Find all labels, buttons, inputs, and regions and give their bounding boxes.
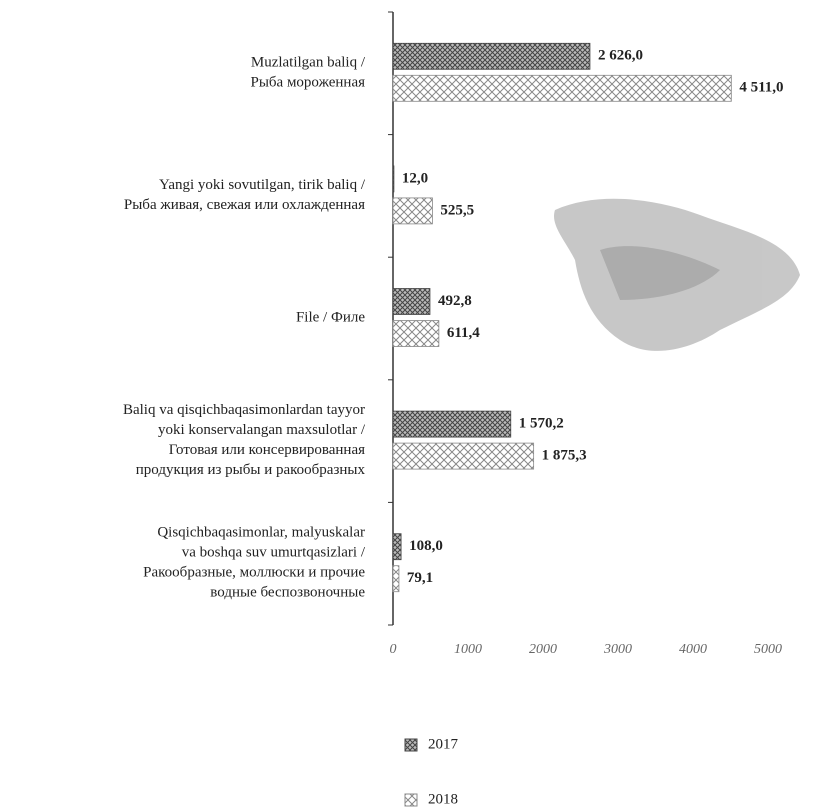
category-label: Yangi yoki sovutilgan, tirik baliq / Рыба… — [124, 177, 366, 213]
x-tick-label: 3000 — [603, 642, 632, 657]
category-label: File / Филе — [296, 310, 365, 326]
bar — [392, 197, 433, 225]
category-label-line: Рыба живая, свежая или охлажденная — [124, 197, 365, 213]
legend-swatch — [404, 738, 418, 752]
x-tick-label: 2000 — [529, 642, 557, 657]
bar — [392, 320, 440, 347]
category-label-line: продукция из рыбы и ракообразных — [136, 463, 366, 479]
category-label-line: File / Филе — [296, 310, 365, 326]
bar — [392, 74, 732, 102]
category-label: Baliq va qisqichbaqasimonlardan tayyor yo… — [123, 403, 366, 479]
value-label: 79,1 — [407, 570, 433, 586]
bar — [392, 565, 400, 593]
category-label-line: yoki konservalangan maxsulotlar / — [158, 423, 366, 439]
value-label: 611,4 — [447, 325, 480, 341]
bar — [392, 165, 395, 193]
category-label-line: Baliq va qisqichbaqasimonlardan tayyor — [123, 403, 365, 419]
x-tick-label: 4000 — [679, 642, 707, 657]
category-label-line: Yangi yoki sovutilgan, tirik baliq / — [159, 177, 366, 193]
bar — [392, 442, 535, 470]
legend-swatch — [404, 793, 418, 807]
category-label-line: Ракообразные, моллюски и прочие — [143, 565, 365, 581]
value-label: 1 875,3 — [542, 448, 587, 464]
value-label: 492,8 — [438, 293, 472, 309]
legend-label: 2018 — [428, 791, 458, 807]
value-label: 108,0 — [409, 538, 443, 554]
x-tick-label: 0 — [390, 642, 397, 657]
bar — [392, 533, 402, 561]
category-label-line: водные беспозвоночные — [210, 585, 365, 601]
value-label: 1 570,2 — [519, 416, 564, 432]
bar — [392, 288, 431, 315]
category-label-line: Готовая или консервированная — [169, 443, 365, 459]
category-label-line: Muzlatilgan baliq / — [251, 55, 366, 71]
x-tick-label: 1000 — [454, 642, 482, 657]
value-label: 4 511,0 — [739, 80, 783, 96]
decorative-image — [554, 198, 800, 351]
category-label: Qisqichbaqasimonlar, malyuskalar va boshq… — [143, 525, 366, 601]
legend-label: 2017 — [428, 736, 459, 752]
category-label-line: Qisqichbaqasimonlar, malyuskalar — [157, 525, 365, 541]
x-tick-label: 5000 — [754, 642, 782, 657]
category-label-line: va boshqa suv umurtqasizlari / — [182, 545, 366, 561]
value-label: 2 626,0 — [598, 48, 643, 64]
value-label: 12,0 — [402, 170, 428, 186]
value-label: 525,5 — [440, 202, 474, 218]
bar — [392, 410, 512, 438]
category-label: Muzlatilgan baliq / Рыба мороженная — [250, 55, 365, 91]
bar — [392, 42, 591, 70]
category-label-line: Рыба мороженная — [250, 75, 365, 91]
